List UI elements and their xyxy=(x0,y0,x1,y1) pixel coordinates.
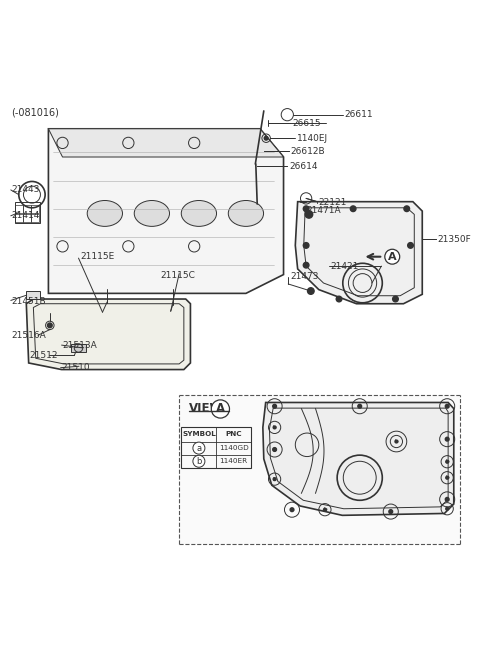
Bar xyxy=(24,214,31,222)
Circle shape xyxy=(445,497,449,501)
Text: A: A xyxy=(388,252,396,261)
Text: 21473: 21473 xyxy=(290,273,319,281)
Text: a: a xyxy=(273,404,276,408)
Text: 21115C: 21115C xyxy=(160,271,195,280)
Circle shape xyxy=(48,323,52,328)
Text: a: a xyxy=(445,497,449,502)
Text: 1140EJ: 1140EJ xyxy=(297,134,328,143)
Circle shape xyxy=(290,508,294,512)
Text: b: b xyxy=(445,506,449,511)
Text: b: b xyxy=(273,425,276,430)
Bar xyxy=(179,395,460,544)
Circle shape xyxy=(358,404,361,408)
Bar xyxy=(15,214,23,222)
Polygon shape xyxy=(263,402,454,515)
Text: 26615: 26615 xyxy=(292,118,321,128)
Text: b: b xyxy=(196,457,202,466)
Circle shape xyxy=(305,211,312,218)
Text: 21512: 21512 xyxy=(30,351,58,360)
Bar xyxy=(26,291,40,299)
Circle shape xyxy=(408,242,413,248)
Text: 21421: 21421 xyxy=(331,261,359,271)
Circle shape xyxy=(308,288,314,295)
Circle shape xyxy=(273,404,276,408)
Bar xyxy=(104,302,110,307)
Circle shape xyxy=(446,507,449,510)
Bar xyxy=(14,202,40,223)
Bar xyxy=(170,305,176,310)
Text: 26611: 26611 xyxy=(345,110,373,119)
Text: a: a xyxy=(196,444,202,453)
Text: a: a xyxy=(273,447,276,452)
Circle shape xyxy=(446,460,449,463)
Text: 21471A: 21471A xyxy=(306,206,341,215)
Text: a: a xyxy=(389,509,393,514)
Ellipse shape xyxy=(134,201,169,226)
Circle shape xyxy=(336,296,342,302)
Circle shape xyxy=(404,206,409,212)
Circle shape xyxy=(389,510,393,514)
Text: b: b xyxy=(395,439,398,444)
Text: 26614: 26614 xyxy=(289,162,318,171)
Circle shape xyxy=(303,262,309,268)
Text: a: a xyxy=(445,404,449,408)
Text: VIEW: VIEW xyxy=(189,402,223,416)
Ellipse shape xyxy=(181,201,216,226)
Ellipse shape xyxy=(87,201,122,226)
Text: PNC: PNC xyxy=(226,432,242,438)
Polygon shape xyxy=(48,129,284,293)
Text: 21451B: 21451B xyxy=(12,297,47,307)
Circle shape xyxy=(446,477,449,479)
Text: 21414: 21414 xyxy=(12,211,40,220)
Polygon shape xyxy=(26,299,191,369)
Text: A: A xyxy=(216,402,225,416)
Text: SYMBOL: SYMBOL xyxy=(182,432,216,438)
Polygon shape xyxy=(48,129,284,157)
Circle shape xyxy=(273,448,276,451)
Circle shape xyxy=(445,438,449,441)
Circle shape xyxy=(395,440,398,443)
Circle shape xyxy=(324,508,326,511)
Bar xyxy=(24,205,31,213)
Text: b: b xyxy=(273,477,276,482)
Polygon shape xyxy=(295,202,422,304)
Bar xyxy=(32,205,38,213)
Bar xyxy=(32,214,38,222)
Text: 22121: 22121 xyxy=(319,198,347,207)
Circle shape xyxy=(303,242,309,248)
Text: a: a xyxy=(358,404,361,408)
Circle shape xyxy=(445,404,449,408)
Ellipse shape xyxy=(228,201,264,226)
Circle shape xyxy=(393,296,398,302)
Circle shape xyxy=(350,206,356,212)
Text: 21443: 21443 xyxy=(12,185,40,195)
Bar xyxy=(15,205,23,213)
Bar xyxy=(181,428,251,468)
Text: (-081016): (-081016) xyxy=(11,108,59,118)
Text: b: b xyxy=(445,475,449,480)
Circle shape xyxy=(273,478,276,481)
Bar xyxy=(71,344,86,352)
Text: 26612B: 26612B xyxy=(290,147,325,156)
Text: a: a xyxy=(290,507,294,512)
Text: 21510: 21510 xyxy=(61,363,90,372)
Text: a: a xyxy=(445,437,449,442)
Text: 1140ER: 1140ER xyxy=(220,458,248,464)
Circle shape xyxy=(273,426,276,429)
Text: b: b xyxy=(323,507,327,512)
Text: 1140GD: 1140GD xyxy=(219,445,249,451)
Circle shape xyxy=(303,206,309,212)
Text: 21115E: 21115E xyxy=(80,252,115,261)
Text: b: b xyxy=(445,459,449,464)
Text: 21516A: 21516A xyxy=(12,331,47,340)
Circle shape xyxy=(264,136,268,140)
Text: 21513A: 21513A xyxy=(62,341,97,350)
Text: 21350F: 21350F xyxy=(438,235,471,244)
